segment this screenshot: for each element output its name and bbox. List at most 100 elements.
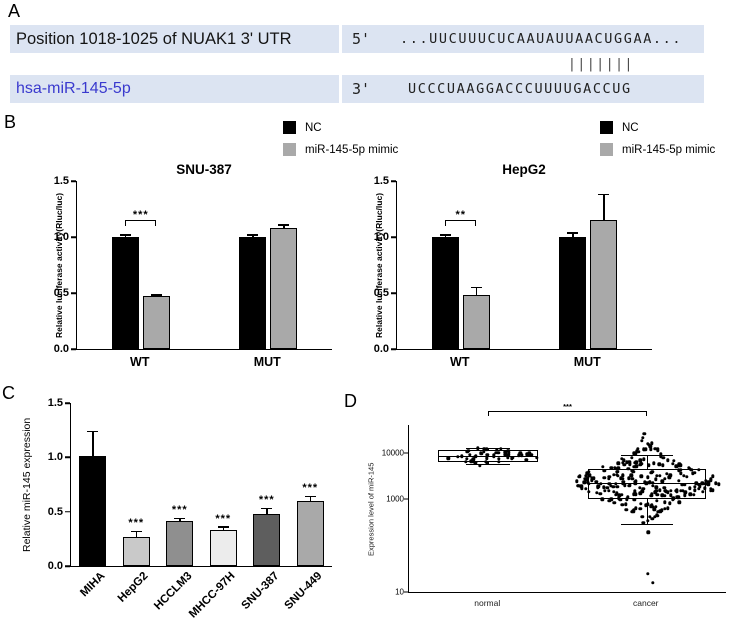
data-point [576,483,581,488]
data-point [629,474,633,478]
data-point [647,443,651,447]
error-bar-cap [247,234,259,236]
bar-WT [431,237,459,349]
x-axis: MIHA HepG2 HCCLM3 MHCC-97H SNU-387 SNU-449 [70,567,332,629]
data-point [473,453,478,458]
data-point [668,476,672,480]
outlier-point [651,580,655,585]
data-point [631,508,636,512]
data-point [654,489,658,493]
y-tick-label: 0.0 [47,560,63,572]
data-point [481,449,486,453]
data-point [659,454,663,458]
data-point [650,516,654,521]
data-point [602,469,607,473]
bar-MHCC-97H [209,530,237,566]
data-point [669,493,673,498]
data-point [665,506,670,511]
data-point [704,479,708,483]
error-bar [266,508,268,514]
data-point [665,458,670,463]
data-point [638,491,642,496]
data-point [674,464,679,468]
y-tick-label: 1.0 [47,451,63,464]
data-point [628,482,632,487]
data-point [693,485,697,489]
y-tick-mark [71,292,76,294]
y-tick-label: 0.0 [373,343,389,355]
data-point [638,507,642,511]
significance-bracket [445,219,477,226]
data-point [638,458,642,463]
data-point [480,452,484,456]
data-point [653,514,657,519]
box-normal [438,449,539,462]
data-point [648,480,652,485]
data-point [614,482,618,486]
data-point [468,453,472,457]
data-point [506,453,511,457]
data-point [649,503,654,507]
data-point [659,452,663,456]
x-tick-label: HepG2 [116,570,151,605]
error-bar [135,531,137,537]
data-point [616,474,620,478]
error-bar-cap [304,495,316,498]
mirna-3prime-label: 3' [352,80,371,98]
data-point [621,479,626,484]
data-point [682,493,687,498]
nc-swatch [283,121,296,134]
base-pairing-row: ||||||| [10,53,704,75]
data-point [632,451,637,456]
error-bar [222,526,224,531]
data-point [583,481,587,485]
error-bar [572,232,574,237]
y-tick-mark [404,591,408,593]
significance-bracket [125,219,157,226]
data-point [633,489,637,494]
data-point [646,502,650,507]
data-point [656,449,660,453]
data-point [655,513,660,518]
data-point [535,455,539,460]
data-point [503,450,507,454]
data-point [649,447,653,452]
data-point [484,460,488,464]
data-point [642,447,647,452]
y-tick-label: 1.5 [47,397,63,409]
y-axis: 0.0 0.5 1.0 1.5 [24,397,70,572]
data-point [692,493,696,497]
data-point [697,484,702,489]
mimic-swatch [283,143,296,156]
data-point [668,473,673,477]
y-tick-label: 1.5 [53,175,69,187]
y-axis: 10000 1000 10 [376,425,408,597]
data-point [632,498,636,502]
data-point [639,460,643,465]
data-point [647,463,651,468]
data-point [685,474,689,479]
x-tick-label: MIHA [77,570,108,600]
data-point [660,479,665,483]
data-point [519,453,524,457]
data-point [498,447,503,451]
data-point [676,468,681,473]
data-point [616,461,620,466]
data-point [575,479,579,483]
error-bar-cap [278,224,290,226]
data-point [642,457,646,462]
data-point [655,474,659,478]
data-point [665,472,669,476]
whisker-line [488,461,490,464]
data-point [485,447,489,452]
data-point [600,497,604,502]
significance-label: *** [215,512,232,525]
error-bar [92,431,94,457]
error-bar [252,234,254,237]
data-point [654,485,658,489]
data-point [633,482,638,486]
data-point [612,472,616,477]
data-point [683,490,687,495]
nc-swatch [600,121,613,134]
